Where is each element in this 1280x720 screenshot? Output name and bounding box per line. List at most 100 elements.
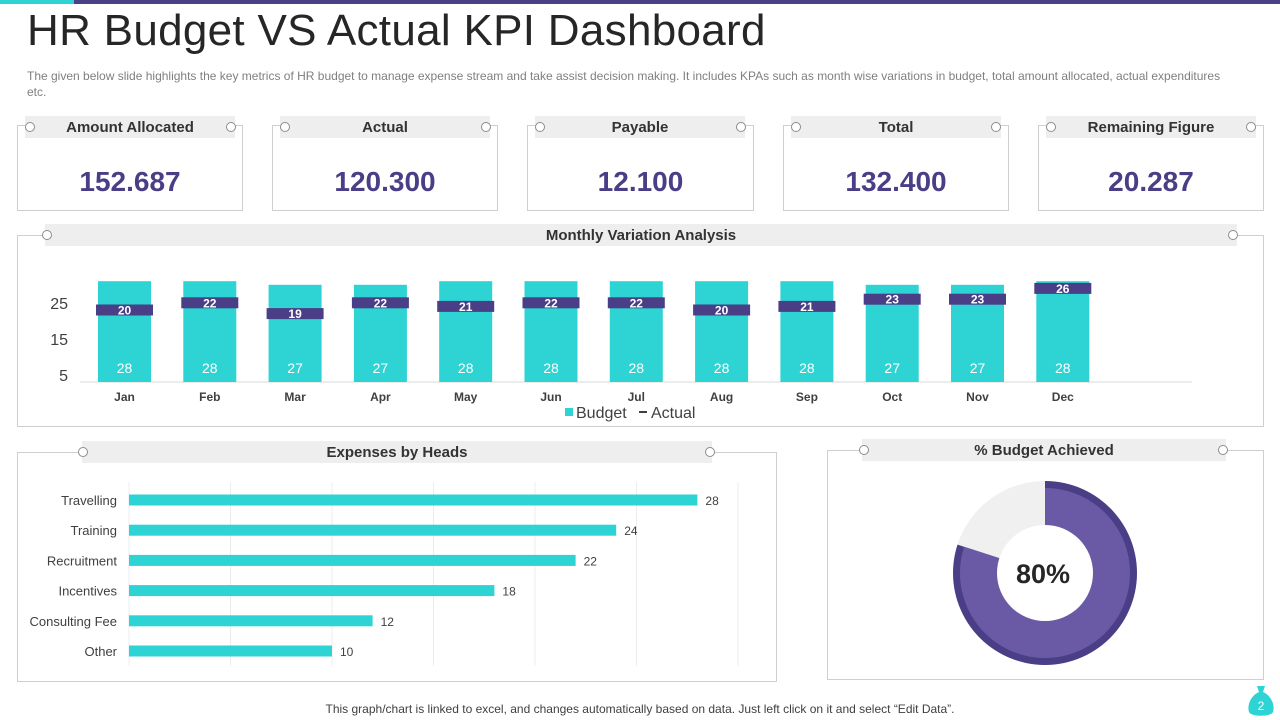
expense-value-label: 24: [624, 524, 638, 538]
expense-bar[interactable]: [129, 554, 576, 566]
connector-dot: [42, 230, 52, 240]
actual-value-label: 23: [886, 293, 900, 307]
actual-marker[interactable]: [181, 297, 239, 309]
actual-marker[interactable]: [949, 293, 1006, 305]
expense-value-label: 18: [502, 585, 516, 599]
monthly-variation-title: Monthly Variation Analysis: [45, 224, 1237, 246]
connector-dot: [535, 122, 545, 132]
budget-value-label: 28: [202, 360, 218, 376]
month-label: Jan: [114, 390, 135, 404]
monthly-variation-chart[interactable]: 25 15 5 28 20 Jan 28 22 Feb 27 19 Mar 27 22 Apr 28 21 May…: [0, 0, 1280, 430]
budget-bar[interactable]: [268, 284, 322, 382]
expense-category-label: Incentives: [58, 584, 117, 599]
actual-value-label: 19: [288, 307, 302, 321]
budget-value-label: 28: [1055, 360, 1071, 376]
connector-dot: [78, 447, 88, 457]
legend-budget-swatch: [565, 408, 573, 416]
budget-achieved-donut[interactable]: 80%: [0, 0, 1280, 690]
budget-value-label: 28: [458, 360, 474, 376]
month-label: Apr: [370, 390, 391, 404]
actual-value-label: 22: [630, 296, 644, 310]
kpi-label: Total: [791, 116, 1001, 138]
month-label: Aug: [710, 390, 733, 404]
budget-value-label: 27: [970, 360, 986, 376]
kpi-label: Remaining Figure: [1046, 116, 1256, 138]
budget-bar[interactable]: [695, 281, 749, 382]
expenses-by-heads-chart[interactable]: Travelling 28 Training 24 Recruitment 22 Incen…: [0, 0, 780, 690]
connector-dot: [1218, 445, 1228, 455]
actual-marker[interactable]: [607, 297, 665, 309]
actual-value-label: 22: [203, 296, 217, 310]
kpi-label: Actual: [280, 116, 490, 138]
expense-bar[interactable]: [129, 585, 495, 597]
actual-marker[interactable]: [1034, 282, 1092, 294]
actual-value-label: 20: [715, 304, 729, 318]
budget-value-label: 27: [884, 360, 900, 376]
donut-center-label: 80%: [1016, 559, 1070, 589]
actual-value-label: 23: [971, 293, 985, 307]
footer-note: This graph/chart is linked to excel, and…: [325, 702, 955, 716]
connector-dot: [1228, 230, 1238, 240]
budget-value-label: 28: [714, 360, 730, 376]
connector-dot: [736, 122, 746, 132]
kpi-label: Payable: [535, 116, 745, 138]
connector-dot: [705, 447, 715, 457]
month-label: Jul: [628, 390, 645, 404]
expense-value-label: 22: [584, 554, 598, 568]
expenses-title: Expenses by Heads: [82, 441, 712, 463]
connector-dot: [991, 122, 1001, 132]
legend-actual-label: Actual: [651, 405, 695, 422]
kpi-value: 132.400: [845, 166, 947, 197]
expense-bar[interactable]: [129, 524, 617, 536]
expense-bar[interactable]: [129, 645, 332, 657]
kpi-card-total: 132.400: [783, 125, 1009, 211]
connector-dot: [859, 445, 869, 455]
expenses-panel: [17, 452, 777, 682]
page-number: 2: [1258, 699, 1265, 713]
connector-dot: [25, 122, 35, 132]
actual-marker[interactable]: [96, 304, 153, 316]
kpi-value: 12.100: [597, 166, 684, 197]
kpi-value: 20.287: [1108, 166, 1194, 197]
month-label: Feb: [199, 390, 220, 404]
y-tick-label: 5: [59, 368, 68, 385]
month-label: Oct: [882, 390, 902, 404]
expense-category-label: Travelling: [61, 493, 117, 508]
connector-dot: [1246, 122, 1256, 132]
kpi-value: 120.300: [334, 166, 436, 197]
expense-category-label: Consulting Fee: [30, 614, 117, 629]
actual-value-label: 22: [544, 296, 558, 310]
budget-bar[interactable]: [439, 281, 493, 382]
budget-bar[interactable]: [780, 281, 834, 382]
legend-budget-label: Budget: [576, 405, 627, 422]
actual-value-label: 21: [800, 300, 814, 314]
actual-marker[interactable]: [522, 297, 580, 309]
actual-marker[interactable]: [863, 293, 921, 305]
connector-dot: [1046, 122, 1056, 132]
month-label: Sep: [796, 390, 818, 404]
expense-bar[interactable]: [129, 494, 698, 506]
page-subtitle: The given below slide highlights the key…: [27, 69, 1221, 99]
expense-value-label: 10: [340, 645, 354, 659]
actual-marker[interactable]: [778, 300, 836, 312]
kpi-card-remaining-figure: 20.287: [1038, 125, 1264, 211]
actual-marker[interactable]: [266, 308, 324, 320]
connector-dot: [791, 122, 801, 132]
page-title: HR Budget VS Actual KPI Dashboard: [27, 6, 766, 55]
actual-marker[interactable]: [693, 304, 751, 316]
legend-actual-swatch: [639, 411, 647, 413]
actual-marker[interactable]: [351, 297, 409, 309]
y-tick-label: 25: [50, 296, 68, 313]
expense-value-label: 28: [705, 494, 719, 508]
connector-dot: [280, 122, 290, 132]
budget-value-label: 27: [373, 360, 389, 376]
budget-value-label: 27: [287, 360, 303, 376]
y-tick-label: 15: [50, 332, 68, 349]
month-label: Nov: [966, 390, 989, 404]
budget-value-label: 28: [799, 360, 815, 376]
kpi-card-actual: 120.300: [272, 125, 498, 211]
expense-bar[interactable]: [129, 615, 373, 627]
actual-marker[interactable]: [437, 300, 495, 312]
budget-bar[interactable]: [98, 281, 151, 382]
budget-bar[interactable]: [1036, 281, 1090, 382]
